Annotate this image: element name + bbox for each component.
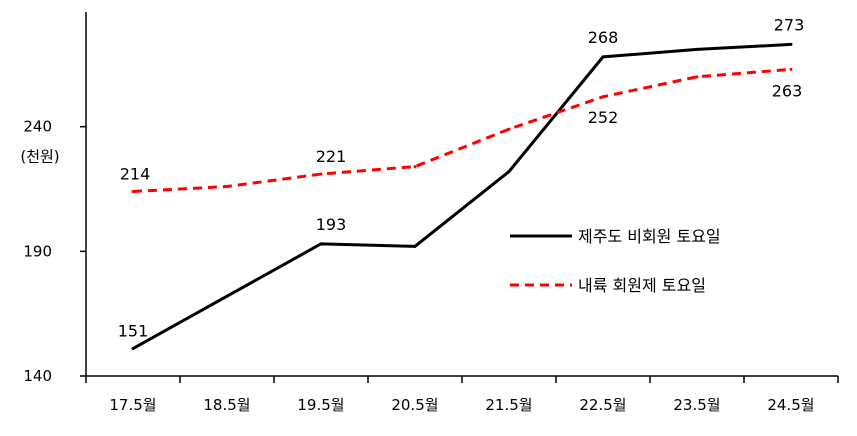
y-tick-label: 140 [23, 367, 52, 385]
x-tick-label: 23.5월 [673, 396, 720, 414]
y-tick-label: 240 [23, 118, 52, 136]
x-ticks: 17.5월 18.5월 19.5월 20.5월 21.5월 22.5월 23.5월 24.5월 [85, 376, 839, 414]
axes [85, 12, 838, 377]
data-point [507, 127, 511, 131]
data-point [413, 165, 417, 169]
x-tick-label: 24.5월 [767, 396, 814, 414]
series-line-inland [132, 67, 792, 194]
x-tick-label: 19.5월 [297, 396, 344, 414]
data-point [319, 242, 323, 246]
data-point [695, 75, 699, 79]
data-point [225, 294, 229, 298]
data-label: 193 [316, 215, 347, 234]
x-tick-label: 17.5월 [109, 396, 156, 414]
y-axis-unit-label: (천원) [20, 148, 59, 166]
data-point [413, 244, 417, 248]
series-line-jeju [132, 42, 792, 350]
legend-label-inland: 내륙 회원제 토요일 [578, 276, 706, 295]
data-point [131, 190, 135, 194]
legend-label-jeju: 제주도 비회원 토요일 [578, 227, 721, 246]
data-labels: 151 193 268 273 214 221 252 263 [118, 15, 805, 340]
data-label: 268 [588, 28, 619, 47]
y-tick-label: 190 [23, 242, 52, 260]
x-tick-label: 21.5월 [485, 396, 532, 414]
data-label: 263 [772, 81, 803, 100]
data-point [789, 67, 793, 71]
data-label: 221 [316, 147, 347, 166]
x-tick-label: 20.5월 [391, 396, 438, 414]
x-tick-label: 22.5월 [579, 396, 626, 414]
data-point [507, 170, 511, 174]
data-point [789, 42, 793, 46]
data-point [319, 172, 323, 176]
data-point [695, 47, 699, 51]
y-ticks: 140 190 240 [23, 118, 86, 385]
data-point [225, 185, 229, 189]
data-label: 151 [118, 322, 149, 341]
legend: 제주도 비회원 토요일 내륙 회원제 토요일 [510, 227, 721, 295]
series-layer [131, 42, 793, 351]
data-label: 273 [774, 15, 805, 34]
x-tick-label: 18.5월 [203, 396, 250, 414]
data-label: 214 [120, 165, 151, 184]
data-point [131, 347, 135, 351]
data-label: 252 [588, 108, 619, 127]
data-point [601, 55, 605, 59]
data-point [601, 95, 605, 99]
